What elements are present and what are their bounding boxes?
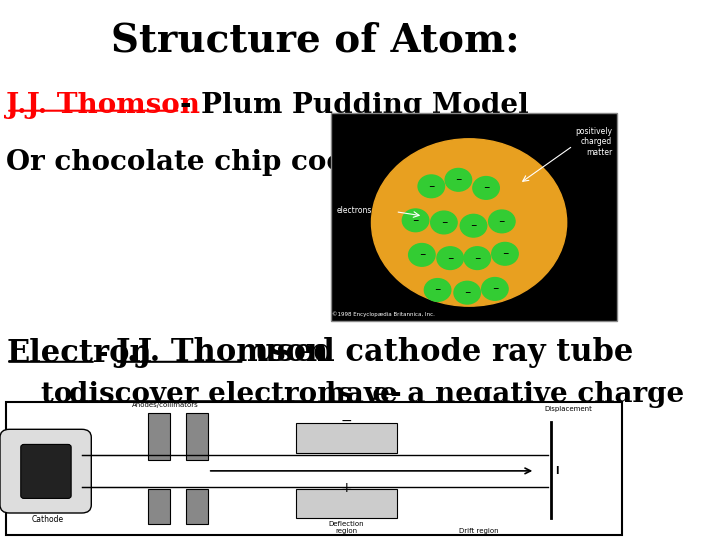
FancyBboxPatch shape bbox=[186, 413, 208, 460]
Circle shape bbox=[492, 242, 518, 265]
FancyBboxPatch shape bbox=[148, 489, 170, 524]
FancyBboxPatch shape bbox=[6, 402, 622, 535]
Circle shape bbox=[409, 244, 435, 266]
Text: positively
charged
matter: positively charged matter bbox=[575, 127, 612, 157]
FancyBboxPatch shape bbox=[296, 489, 397, 518]
FancyBboxPatch shape bbox=[296, 423, 397, 453]
Circle shape bbox=[454, 281, 480, 304]
Circle shape bbox=[460, 214, 487, 237]
FancyBboxPatch shape bbox=[0, 429, 91, 513]
FancyBboxPatch shape bbox=[330, 113, 617, 321]
Text: −: − bbox=[447, 254, 454, 262]
Circle shape bbox=[402, 209, 429, 232]
Text: Deflection
region: Deflection region bbox=[328, 521, 364, 534]
Circle shape bbox=[437, 247, 464, 269]
Circle shape bbox=[445, 168, 472, 191]
Text: −: − bbox=[474, 254, 480, 262]
Text: used cathode ray tube: used cathode ray tube bbox=[244, 338, 634, 368]
Circle shape bbox=[464, 247, 490, 269]
Text: ©1998 Encyclopædia Britannica, Inc.: ©1998 Encyclopædia Britannica, Inc. bbox=[333, 312, 436, 317]
FancyBboxPatch shape bbox=[186, 489, 208, 524]
Text: −: − bbox=[418, 251, 425, 259]
Text: Anodes/collimators: Anodes/collimators bbox=[132, 402, 199, 408]
Text: −: − bbox=[499, 217, 505, 226]
Text: electrons: electrons bbox=[337, 206, 372, 215]
Text: −: − bbox=[464, 288, 470, 297]
Text: J.J. Thomson: J.J. Thomson bbox=[6, 92, 200, 119]
Text: -: - bbox=[96, 338, 119, 368]
Circle shape bbox=[482, 278, 508, 300]
Text: −: − bbox=[455, 176, 462, 184]
Circle shape bbox=[431, 211, 457, 234]
Text: −: − bbox=[441, 218, 447, 227]
FancyBboxPatch shape bbox=[148, 413, 170, 460]
Text: Or chocolate chip cookie: Or chocolate chip cookie bbox=[6, 148, 393, 176]
Text: Structure of Atom:: Structure of Atom: bbox=[110, 22, 519, 59]
Text: −: − bbox=[483, 184, 490, 192]
Text: −: − bbox=[341, 414, 352, 428]
Text: −: − bbox=[428, 182, 434, 191]
Text: Displacement: Displacement bbox=[544, 406, 592, 412]
Circle shape bbox=[418, 175, 444, 198]
Circle shape bbox=[473, 177, 499, 199]
Text: Cathode: Cathode bbox=[31, 515, 63, 524]
Text: −: − bbox=[492, 285, 498, 293]
Text: to: to bbox=[41, 381, 82, 408]
Text: −: − bbox=[413, 216, 419, 225]
Text: −: − bbox=[470, 221, 477, 230]
Text: - Plum Pudding Model: - Plum Pudding Model bbox=[180, 92, 528, 119]
Text: −: − bbox=[434, 286, 441, 294]
Text: discover electrons, e-: discover electrons, e- bbox=[69, 381, 402, 408]
Text: J.J. Thomson: J.J. Thomson bbox=[115, 338, 328, 368]
Text: have a negative charge: have a negative charge bbox=[316, 381, 684, 408]
Circle shape bbox=[489, 210, 515, 233]
Text: Electron: Electron bbox=[6, 338, 152, 368]
Text: −: − bbox=[502, 249, 508, 258]
FancyBboxPatch shape bbox=[21, 444, 71, 498]
Text: I: I bbox=[555, 466, 559, 476]
Text: Drift region: Drift region bbox=[459, 528, 498, 534]
Circle shape bbox=[424, 279, 451, 301]
Text: +: + bbox=[341, 481, 352, 495]
Circle shape bbox=[372, 139, 567, 306]
